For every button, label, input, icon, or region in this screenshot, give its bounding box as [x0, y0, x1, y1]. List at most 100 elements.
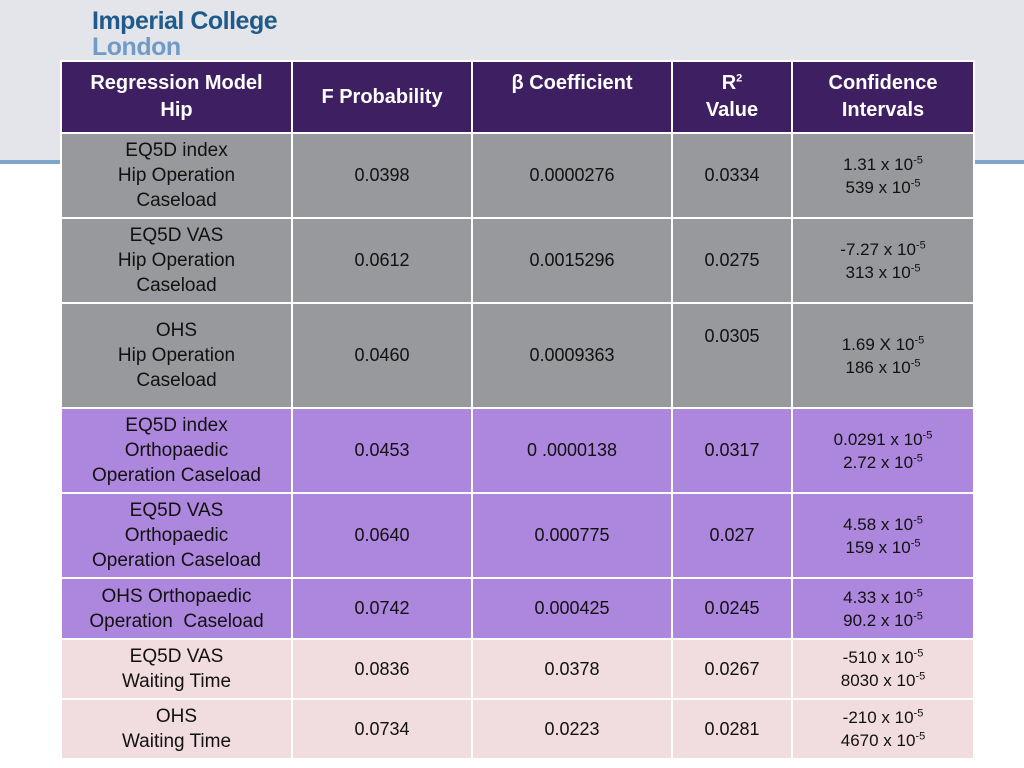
confidence-interval-cell: -210 x 10-5 4670 x 10-5 [791, 698, 975, 760]
table-row: OHS Orthopaedic Operation Caseload 0.074… [60, 577, 975, 640]
model-line: Operation Caseload [92, 550, 261, 571]
f-probability-cell: 0.0460 [291, 302, 473, 409]
header-beta-coefficient: β Coefficient [471, 60, 673, 134]
imperial-college-logo: Imperial College London [92, 7, 278, 61]
ci-lower: -210 x 10-5 [842, 707, 924, 727]
ci-lower: 4.33 x 10-5 [843, 586, 923, 607]
confidence-interval-cell: 4.58 x 10-5 159 x 10-5 [791, 492, 975, 579]
model-line: Waiting Time [121, 731, 232, 752]
table-row: EQ5D VAS Hip Operation Caseload 0.0612 0… [60, 217, 975, 304]
header-r2-line-1: R2 [677, 70, 787, 97]
regression-table: Regression Model Hip F Probability β Coe… [60, 60, 975, 760]
table-row: EQ5D VAS Orthopaedic Operation Caseload … [60, 492, 975, 579]
logo-line-1: Imperial College [92, 7, 278, 35]
beta-coefficient-cell: 0.0378 [471, 638, 673, 700]
model-line: EQ5D VAS [129, 225, 224, 246]
ci-lower: 4.58 x 10-5 [843, 513, 923, 534]
model-line: Operation Caseload [89, 610, 264, 632]
confidence-interval-cell: 1.31 x 10-5 539 x 10-5 [791, 132, 975, 219]
header-regression-model: Regression Model Hip [60, 60, 293, 134]
model-cell: EQ5D VAS Hip Operation Caseload [60, 217, 293, 304]
header-confidence-intervals: Confidence Intervals [791, 60, 975, 134]
table-header-row: Regression Model Hip F Probability β Coe… [60, 60, 975, 134]
confidence-interval-cell: 0.0291 x 10-5 2.72 x 10-5 [791, 407, 975, 494]
f-probability-cell: 0.0612 [291, 217, 473, 304]
ci-upper: 2.72 x 10-5 [843, 451, 923, 472]
confidence-interval-cell: -510 x 10-5 8030 x 10-5 [791, 638, 975, 700]
model-line: OHS [155, 706, 198, 727]
r-label: R [721, 72, 737, 94]
model-cell: OHS Orthopaedic Operation Caseload [60, 577, 293, 640]
model-line: Caseload [136, 190, 217, 211]
r2-value-cell: 0.0305 [671, 302, 793, 409]
model-line: OHS [155, 320, 198, 341]
ci-upper: 90.2 x 10-5 [843, 609, 923, 630]
model-cell: EQ5D index Orthopaedic Operation Caseloa… [60, 407, 293, 494]
header-ci-line-1: Confidence [828, 72, 938, 94]
model-line: Hip Operation [117, 345, 236, 366]
header-f-probability: F Probability [291, 60, 473, 134]
table-row: OHS Waiting Time 0.0734 0.0223 0.0281 -2… [60, 698, 975, 760]
model-cell: OHS Waiting Time [60, 698, 293, 760]
model-cell: EQ5D VAS Orthopaedic Operation Caseload [60, 492, 293, 579]
header-r2-value: R2 Value [671, 60, 793, 134]
ci-lower: 1.31 x 10-5 [843, 153, 923, 174]
beta-coefficient-cell: 0.000775 [471, 492, 673, 579]
beta-coefficient-cell: 0 .0000138 [471, 407, 673, 494]
header-ci-line-2: Intervals [841, 99, 925, 121]
model-line: Hip Operation [117, 250, 236, 271]
ci-upper: 313 x 10-5 [845, 261, 921, 282]
ci-lower: -510 x 10-5 [842, 647, 924, 667]
model-line: Caseload [136, 275, 217, 296]
table-row: EQ5D VAS Waiting Time 0.0836 0.0378 0.02… [60, 638, 975, 700]
ci-lower: 0.0291 x 10-5 [833, 428, 933, 449]
beta-coefficient-cell: 0.0223 [471, 698, 673, 760]
beta-coefficient-cell: 0.0000276 [471, 132, 673, 219]
ci-lower: 1.69 X 10-5 [841, 333, 925, 354]
ci-upper: 4670 x 10-5 [840, 730, 926, 750]
logo-line-2: London [92, 33, 181, 61]
header-model-line-2: Hip [160, 99, 193, 121]
f-probability-cell: 0.0453 [291, 407, 473, 494]
beta-coefficient-cell: 0.0009363 [471, 302, 673, 409]
model-cell: EQ5D VAS Waiting Time [60, 638, 293, 700]
beta-symbol: β [511, 72, 524, 94]
table-row: EQ5D index Orthopaedic Operation Caseloa… [60, 407, 975, 494]
beta-coefficient-cell: 0.0015296 [471, 217, 673, 304]
ci-upper: 8030 x 10-5 [840, 670, 926, 690]
model-line: EQ5D index [125, 415, 228, 436]
r2-value-cell: 0.0317 [671, 407, 793, 494]
model-line: Operation Caseload [92, 465, 261, 486]
model-line: Caseload [136, 370, 217, 391]
ci-upper: 159 x 10-5 [845, 536, 921, 557]
header-model-line-1: Regression Model [90, 72, 263, 94]
ci-lower: -7.27 x 10-5 [840, 238, 926, 259]
model-line: Orthopaedic [124, 440, 229, 461]
confidence-interval-cell: 1.69 X 10-5 186 x 10-5 [791, 302, 975, 409]
f-probability-cell: 0.0734 [291, 698, 473, 760]
model-cell: EQ5D index Hip Operation Caseload [60, 132, 293, 219]
table-row: OHS Hip Operation Caseload 0.0460 0.0009… [60, 302, 975, 409]
model-line: OHS Orthopaedic [101, 585, 252, 607]
f-probability-cell: 0.0398 [291, 132, 473, 219]
model-line: Orthopaedic [124, 525, 229, 546]
ci-upper: 186 x 10-5 [845, 356, 921, 377]
r-superscript: 2 [736, 72, 743, 85]
model-cell: OHS Hip Operation Caseload [60, 302, 293, 409]
f-probability-cell: 0.0836 [291, 638, 473, 700]
table-row: EQ5D index Hip Operation Caseload 0.0398… [60, 132, 975, 219]
f-probability-cell: 0.0742 [291, 577, 473, 640]
model-line: EQ5D index [125, 140, 228, 161]
model-line: Hip Operation [117, 165, 236, 186]
r2-value-cell: 0.0281 [671, 698, 793, 760]
r2-value-cell: 0.027 [671, 492, 793, 579]
r2-value-cell: 0.0267 [671, 638, 793, 700]
confidence-interval-cell: -7.27 x 10-5 313 x 10-5 [791, 217, 975, 304]
model-line: Waiting Time [121, 671, 232, 692]
header-r2-line-2: Value [705, 99, 759, 121]
r2-value-cell: 0.0245 [671, 577, 793, 640]
r2-value-cell: 0.0334 [671, 132, 793, 219]
model-line: EQ5D VAS [129, 646, 224, 667]
ci-upper: 539 x 10-5 [845, 176, 921, 197]
model-line: EQ5D VAS [129, 500, 224, 521]
